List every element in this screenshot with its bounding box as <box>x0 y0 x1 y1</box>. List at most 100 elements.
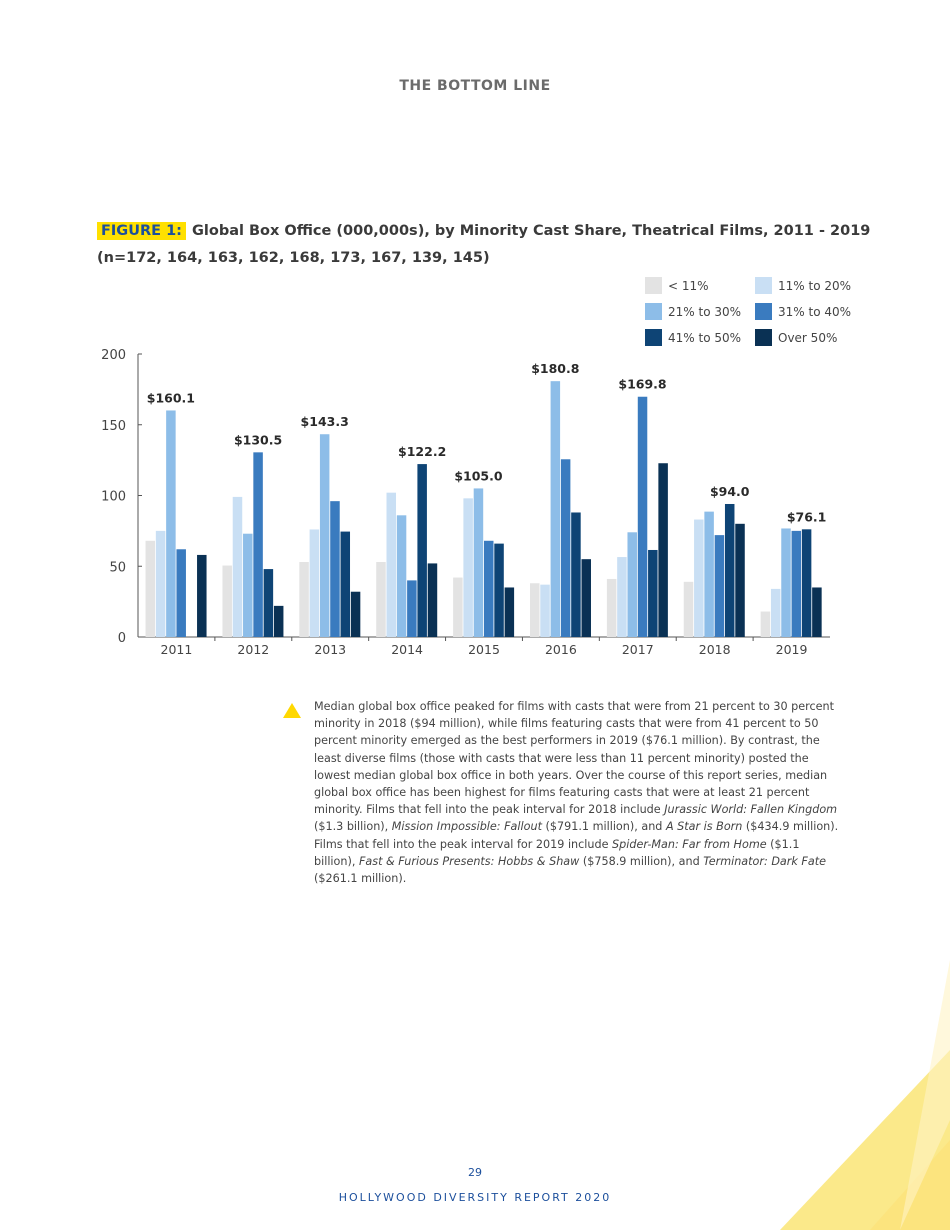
bar-2015-0 <box>453 577 463 637</box>
report-title: HOLLYWOOD DIVERSITY REPORT 2020 <box>338 1191 612 1204</box>
bar-2016-1 <box>540 584 550 637</box>
bar-2017-5 <box>658 463 668 637</box>
figure-title: Global Box Office (000,000s), by Minorit… <box>191 223 871 239</box>
film-title: Mission Impossible: Fallout <box>391 820 542 834</box>
data-label: $143.3 <box>301 414 349 429</box>
bar-2019-2 <box>781 528 791 637</box>
section-header: THE BOTTOM LINE <box>399 78 551 94</box>
bar-2014-1 <box>386 492 397 637</box>
bar-2013-2 <box>319 434 330 637</box>
bar-2016-5 <box>581 559 591 637</box>
bar-2012-2 <box>243 533 253 637</box>
x-tick-label: 2014 <box>391 642 423 657</box>
data-label: $180.8 <box>531 361 579 376</box>
paragraph-text: ($791.1 million), and <box>541 820 666 834</box>
x-tick-label: 2019 <box>776 642 808 657</box>
bar-2015-5 <box>504 587 515 637</box>
bar-2011-0 <box>145 540 156 637</box>
bar-2013-5 <box>350 591 361 637</box>
paragraph-text: ($434.9 million). Films that fell into t… <box>314 820 839 851</box>
legend-swatch <box>755 303 772 320</box>
legend-label: 31% to 40% <box>778 305 851 319</box>
bar-2012-5 <box>273 605 284 637</box>
data-label: $105.0 <box>454 468 503 483</box>
paragraph-text: ($758.9 million), and <box>579 854 704 868</box>
data-label: $122.2 <box>398 444 446 459</box>
x-tick-label: 2012 <box>237 642 269 657</box>
bar-2013-4 <box>340 531 351 637</box>
bar-2017-2 <box>627 532 637 637</box>
y-tick-label: 150 <box>101 419 126 434</box>
bar-2018-1 <box>694 519 704 637</box>
paragraph-text: ($1.3 billion), <box>314 820 392 834</box>
y-tick-label: 100 <box>101 490 126 505</box>
bar-2018-5 <box>735 523 745 637</box>
legend-swatch <box>645 303 662 320</box>
bar-2014-4 <box>417 464 427 637</box>
bar-2017-4 <box>648 549 658 637</box>
body-paragraph: Median global box office peaked for film… <box>314 698 844 887</box>
data-label: $169.8 <box>618 377 666 392</box>
legend-label: < 11% <box>668 279 709 293</box>
bar-2016-0 <box>529 583 540 637</box>
bar-2013-0 <box>299 562 309 637</box>
bar-2011-1 <box>155 530 166 637</box>
data-label: $94.0 <box>710 484 750 499</box>
legend-swatch <box>755 277 772 294</box>
bar-2017-1 <box>617 557 627 637</box>
figure-label: FIGURE 1: <box>97 222 186 240</box>
y-tick-label: 0 <box>118 631 126 646</box>
bar-2014-5 <box>427 563 438 637</box>
film-title: Spider-Man: Far from Home <box>612 837 767 851</box>
x-tick-label: 2017 <box>622 642 654 657</box>
bar-2011-2 <box>166 410 176 637</box>
x-tick-label: 2013 <box>314 642 346 657</box>
y-tick-label: 200 <box>101 348 126 363</box>
bar-2013-1 <box>309 529 320 637</box>
data-label: $130.5 <box>234 432 282 447</box>
data-label: $160.1 <box>147 390 195 405</box>
bar-2019-5 <box>812 587 822 637</box>
bar-2019-1 <box>770 588 781 637</box>
bar-2015-4 <box>494 543 504 637</box>
bar-2018-0 <box>683 581 694 637</box>
bar-2017-3 <box>637 396 648 637</box>
legend-label: 41% to 50% <box>668 331 741 345</box>
film-title: Terminator: Dark Fate <box>703 854 826 868</box>
legend-swatch <box>755 329 772 346</box>
bar-2018-2 <box>704 511 714 637</box>
legend-swatch <box>645 277 662 294</box>
bar-2016-4 <box>571 512 581 637</box>
legend-label: 11% to 20% <box>778 279 851 293</box>
bar-chart: 0 50 100 150 200 2011 2012 2013 2014 2015 2016 2017… <box>101 277 851 657</box>
bar-2019-3 <box>791 530 802 637</box>
legend-swatch <box>645 329 662 346</box>
bar-2018-3 <box>714 535 725 637</box>
bar-2012-4 <box>263 569 274 637</box>
bar-2013-3 <box>330 501 340 637</box>
bar-2012-3 <box>253 452 263 637</box>
bar-2015-1 <box>463 498 473 637</box>
figure-title-block: FIGURE 1: Global Box Office (000,000s), b… <box>97 218 870 272</box>
bar-2016-2 <box>550 381 561 637</box>
bar-2018-4 <box>724 503 735 637</box>
x-tick-label: 2018 <box>699 642 731 657</box>
film-title: Fast & Furious Presents: Hobbs & Shaw <box>358 854 580 868</box>
paragraph-text: ($261.1 million). <box>314 872 407 886</box>
bar-2015-2 <box>473 488 484 637</box>
film-title: A Star is Born <box>665 820 743 834</box>
bar-2019-4 <box>801 529 812 637</box>
paragraph-text: Median global box office peaked for film… <box>314 700 835 817</box>
bar-2017-0 <box>606 578 617 637</box>
film-title: Jurassic World: Fallen Kingdom <box>664 803 838 817</box>
bar-2012-1 <box>232 496 243 637</box>
bar-2014-3 <box>407 580 417 637</box>
x-tick-label: 2015 <box>468 642 500 657</box>
y-tick-label: 50 <box>109 560 126 575</box>
bar-2012-0 <box>222 565 232 637</box>
bar-2014-0 <box>376 562 386 637</box>
figure-subtitle: (n=172, 164, 163, 162, 168, 173, 167, 13… <box>97 250 490 266</box>
bar-2019-0 <box>760 611 771 637</box>
legend-label: 21% to 30% <box>668 305 741 319</box>
